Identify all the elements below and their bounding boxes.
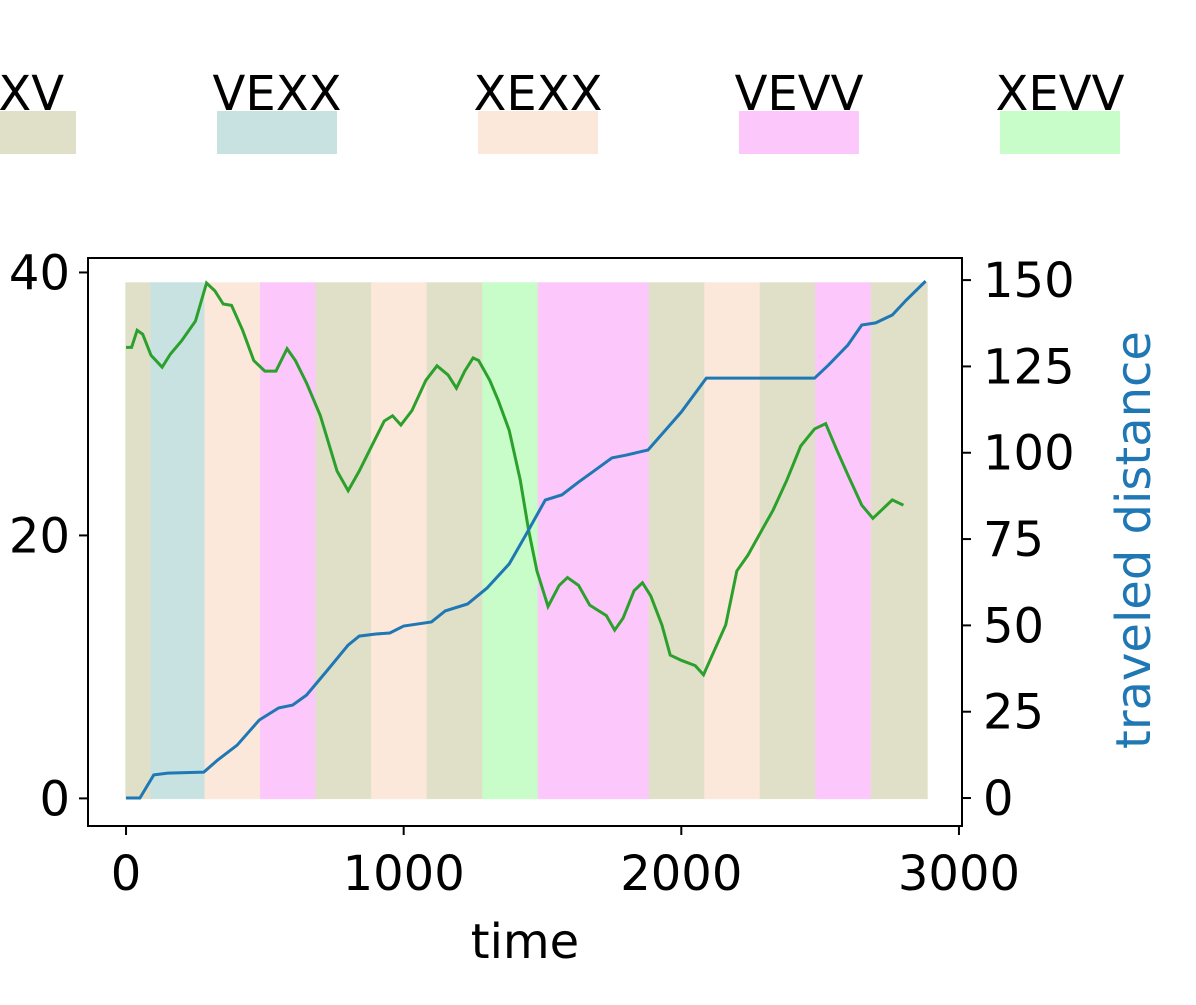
x-tick-label: 1000 [343,846,465,902]
y-tick-label: 0 [39,771,70,827]
x-axis-label: time [471,914,579,970]
region [315,282,373,800]
y2-tick-label: 150 [983,253,1075,309]
region [125,282,152,800]
y2-tick-label: 50 [983,598,1044,654]
region [648,282,706,800]
legend-swatch [0,111,76,154]
y-tick-label: 40 [9,245,70,301]
data-line [126,280,927,800]
y2-tick-label: 125 [983,339,1075,395]
region [815,282,873,800]
region [870,282,928,800]
region [259,282,317,800]
region [426,282,484,800]
region [204,282,262,800]
legend-swatch [217,111,337,154]
y2-tick-label: 75 [983,512,1044,568]
legend-swatch [1000,111,1120,154]
y2-tick-label: 25 [983,685,1044,741]
x-tick-label: 2000 [620,846,742,902]
y-tick-label: 20 [9,508,70,564]
region [704,282,762,800]
y2-tick-label: 0 [983,771,1014,827]
plot-frame [87,257,963,827]
y2-axis-label: traveled distance [1106,331,1162,749]
x-tick-label: 3000 [898,846,1020,902]
region [537,282,651,800]
region [759,282,817,800]
region [370,282,429,800]
y2-tick-label: 100 [983,426,1075,482]
data-line [126,280,905,678]
region [150,282,206,800]
legend-swatch [739,111,859,154]
x-tick-label: 0 [111,846,142,902]
legend-swatch [478,111,598,154]
